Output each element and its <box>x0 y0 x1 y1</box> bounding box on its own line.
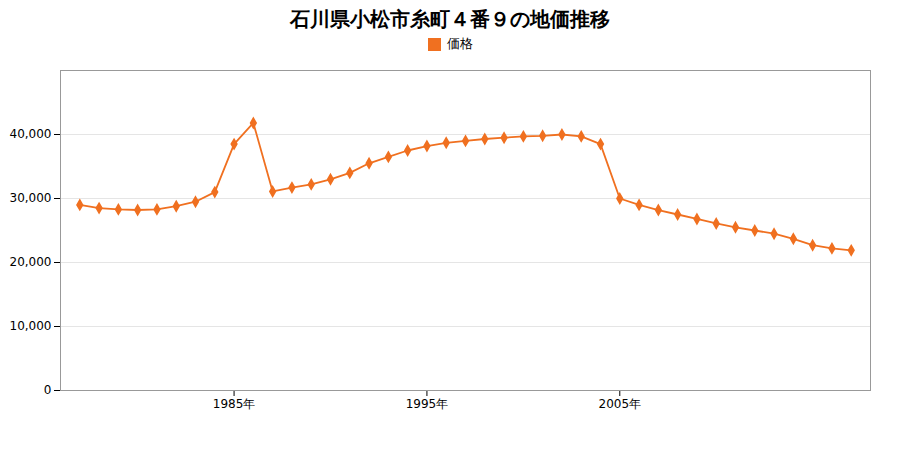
svg-text:10,000: 10,000 <box>10 319 52 333</box>
svg-text:30,000: 30,000 <box>10 191 52 205</box>
html-text:石川県小松市糸町４番９の地価推移: 石川県小松市糸町４番９の地価推移 <box>290 7 610 31</box>
svg-text:1985年: 1985年 <box>213 397 256 411</box>
svg-text:40,000: 40,000 <box>10 127 52 141</box>
svg-text:1995年: 1995年 <box>406 397 449 411</box>
svg-text:20,000: 20,000 <box>10 255 52 269</box>
svg-text:0: 0 <box>44 383 52 397</box>
svg-text:2005年: 2005年 <box>599 397 642 411</box>
html-text:価格: 価格 <box>446 36 473 51</box>
